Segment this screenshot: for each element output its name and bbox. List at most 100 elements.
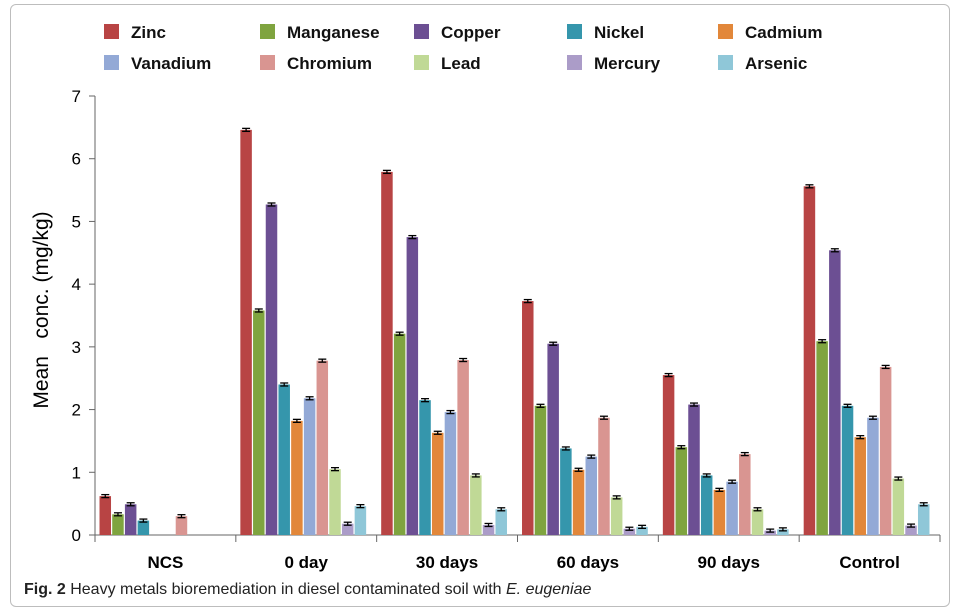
bar-nickel-0-day	[278, 384, 290, 535]
legend-label: Chromium	[287, 54, 372, 73]
legend-swatch	[260, 24, 275, 39]
bar-arsenic-60-days	[636, 526, 648, 535]
legend-label: Cadmium	[745, 23, 822, 42]
legend-label: Vanadium	[131, 54, 211, 73]
y-tick-label: 4	[72, 275, 81, 294]
legend-item-cadmium: Cadmium	[718, 23, 822, 42]
legend-label: Zinc	[131, 23, 166, 42]
caption-species: E. eugeniae	[506, 581, 592, 598]
bar-chromium-30-days	[457, 360, 469, 535]
y-tick-label: 0	[72, 526, 81, 545]
bar-arsenic-control	[917, 504, 930, 535]
y-tick-label: 3	[72, 338, 81, 357]
x-tick-label: 0 day	[285, 553, 329, 572]
bar-zinc-90-days	[662, 375, 675, 535]
y-tick-label: 6	[72, 150, 81, 169]
bar-mercury-control	[905, 525, 917, 535]
legend-label: Mercury	[594, 54, 661, 73]
y-axis: 0 1 2 3 4 5 6 7	[72, 87, 96, 545]
legend-label: Nickel	[594, 23, 644, 42]
figure-caption: Fig. 2 Heavy metals bioremediation in di…	[24, 581, 591, 599]
legend-item-vanadium: Vanadium	[104, 54, 211, 73]
legend-item-manganese: Manganese	[260, 23, 380, 42]
bar-cadmium-30-days	[431, 432, 444, 535]
bar-vanadium-30-days	[444, 412, 457, 535]
legend-swatch	[260, 55, 275, 70]
bar-copper-90-days	[688, 404, 700, 535]
bar-copper-30-days	[406, 237, 419, 535]
bar-manganese-90-days	[675, 447, 688, 535]
bar-lead-90-days	[751, 509, 764, 535]
bar-chromium-control	[879, 366, 892, 535]
bar-manganese-control	[816, 341, 828, 535]
bar-manganese-0-day	[253, 310, 265, 535]
bar-copper-60-days	[547, 343, 559, 535]
legend-swatch	[104, 55, 119, 70]
bar-vanadium-0-day	[303, 398, 316, 535]
bar-mercury-0-day	[341, 523, 354, 535]
legend-item-mercury: Mercury	[567, 54, 661, 73]
bar-zinc-ncs	[99, 496, 112, 535]
bar-manganese-ncs	[112, 514, 124, 535]
y-tick-label: 7	[72, 87, 81, 106]
bar-nickel-60-days	[560, 448, 572, 535]
bar-mercury-90-days	[764, 530, 776, 535]
bar-zinc-30-days	[381, 171, 393, 536]
legend-swatch	[567, 55, 582, 70]
bar-copper-ncs	[124, 504, 137, 535]
y-tick-label: 5	[72, 212, 81, 231]
bar-lead-control	[892, 478, 905, 535]
caption-text: Heavy metals bioremediation in diesel co…	[65, 581, 506, 598]
bar-arsenic-30-days	[495, 509, 507, 535]
bar-nickel-90-days	[700, 475, 713, 535]
bar-zinc-control	[803, 186, 816, 535]
x-tick-label: Control	[839, 553, 899, 572]
x-tick-label: NCS	[147, 553, 183, 572]
legend-item-zinc: Zinc	[104, 23, 166, 42]
legend-swatch	[567, 24, 582, 39]
bar-lead-0-day	[329, 469, 341, 535]
bar-nickel-control	[841, 405, 854, 535]
legend-swatch	[414, 55, 429, 70]
legend-label: Arsenic	[745, 54, 807, 73]
bar-chromium-0-day	[316, 360, 329, 535]
bar-chromium-ncs	[175, 516, 188, 535]
bar-cadmium-60-days	[572, 469, 585, 535]
legend-swatch	[414, 24, 429, 39]
bar-copper-0-day	[265, 204, 278, 535]
bar-manganese-30-days	[393, 333, 406, 535]
x-tick-label: 90 days	[698, 553, 760, 572]
y-axis-label: Mean conc. (mg/kg)	[30, 211, 53, 408]
bar-arsenic-0-day	[354, 506, 367, 535]
bars	[99, 127, 930, 536]
legend: Zinc Manganese Copper Nickel Cadmium Vanadium…	[104, 23, 822, 73]
legend-item-lead: Lead	[414, 54, 481, 73]
bar-lead-30-days	[470, 475, 482, 535]
bar-mercury-30-days	[482, 524, 495, 535]
bar-manganese-60-days	[534, 405, 547, 535]
bar-zinc-60-days	[522, 301, 534, 535]
caption-label: Fig. 2	[24, 581, 66, 598]
legend-item-chromium: Chromium	[260, 54, 372, 73]
x-tick-label: 60 days	[557, 553, 619, 572]
legend-label: Lead	[441, 54, 481, 73]
bar-chromium-90-days	[739, 454, 751, 535]
legend-item-nickel: Nickel	[567, 23, 644, 42]
bar-cadmium-0-day	[291, 420, 303, 535]
legend-swatch	[104, 24, 119, 39]
bar-vanadium-90-days	[726, 481, 738, 535]
legend-item-copper: Copper	[414, 23, 501, 42]
legend-item-arsenic: Arsenic	[718, 54, 807, 73]
y-tick-label: 2	[72, 401, 81, 420]
bar-arsenic-90-days	[777, 529, 789, 535]
legend-label: Copper	[441, 23, 501, 42]
bar-cadmium-90-days	[713, 489, 726, 535]
legend-swatch	[718, 24, 733, 39]
bar-chromium-60-days	[598, 417, 610, 535]
bar-mercury-60-days	[623, 528, 636, 535]
bar-lead-60-days	[610, 497, 623, 535]
y-tick-label: 1	[72, 463, 81, 482]
bar-vanadium-60-days	[585, 456, 598, 535]
bar-vanadium-control	[867, 417, 879, 535]
